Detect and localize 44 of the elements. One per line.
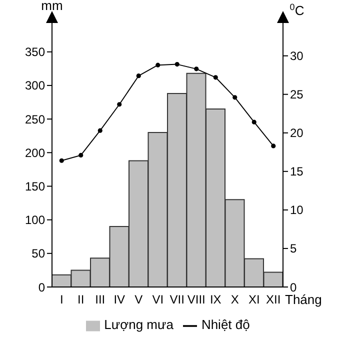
y2-tick-label: 20 [290,126,304,140]
x-tick-label: VI [152,292,164,307]
y-tick-label: 0 [38,280,46,294]
point [98,128,102,133]
point [59,158,64,163]
y-tick-label: 250 [24,112,46,126]
point [252,120,256,124]
y-tick-label: 50 [32,246,46,261]
point [213,75,218,80]
y2-tick-label: 30 [290,49,304,64]
x-tick-label: VII [170,292,184,307]
y-tick-label: 200 [24,146,46,160]
y-axis-title: mm [41,0,63,13]
x-tick-label: II [78,292,84,307]
point [271,144,276,148]
y-tick-label: 150 [24,179,46,194]
point [174,62,180,67]
y2-tick-label: 5 [290,242,297,256]
x-tick-label: X [230,292,239,307]
y2-axis-title: $^{0}$C [290,2,304,18]
y2-tick-label: 10 [290,203,304,218]
x-tick-label: XII [266,292,281,307]
x-axis-title: Tháng [285,292,322,307]
x-tick-label: I [60,292,64,307]
y-tick-label: 100 [24,213,46,228]
x-tick-label: XI [248,292,260,307]
y2-tick-label: 15 [290,164,304,179]
x-tick-label: IX [210,292,222,307]
point [136,74,141,78]
legend-label: Nhiệt độ [201,317,250,332]
x-tick-label: IV [114,292,126,307]
point [232,95,238,100]
y-tick-label: 300 [24,78,46,93]
point [117,102,122,107]
x-tick-label: V [134,292,143,307]
y-tick-label: 350 [24,45,46,60]
point [194,66,199,72]
legend-label: Lượng mưa [104,317,174,332]
x-tick-label: III [95,292,106,307]
point [78,152,84,158]
point [156,62,160,68]
y2-tick-label: 25 [290,88,304,102]
x-tick-label: VIII [187,292,206,307]
y2-tick-label: 0 [290,280,297,294]
